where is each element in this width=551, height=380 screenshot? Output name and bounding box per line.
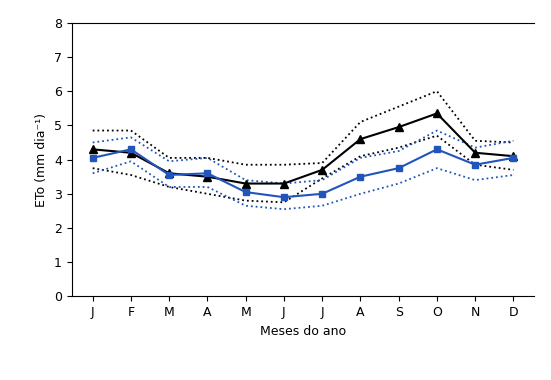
- Y-axis label: ETo (mm dia⁻¹): ETo (mm dia⁻¹): [35, 112, 48, 207]
- X-axis label: Meses do ano: Meses do ano: [260, 325, 346, 338]
